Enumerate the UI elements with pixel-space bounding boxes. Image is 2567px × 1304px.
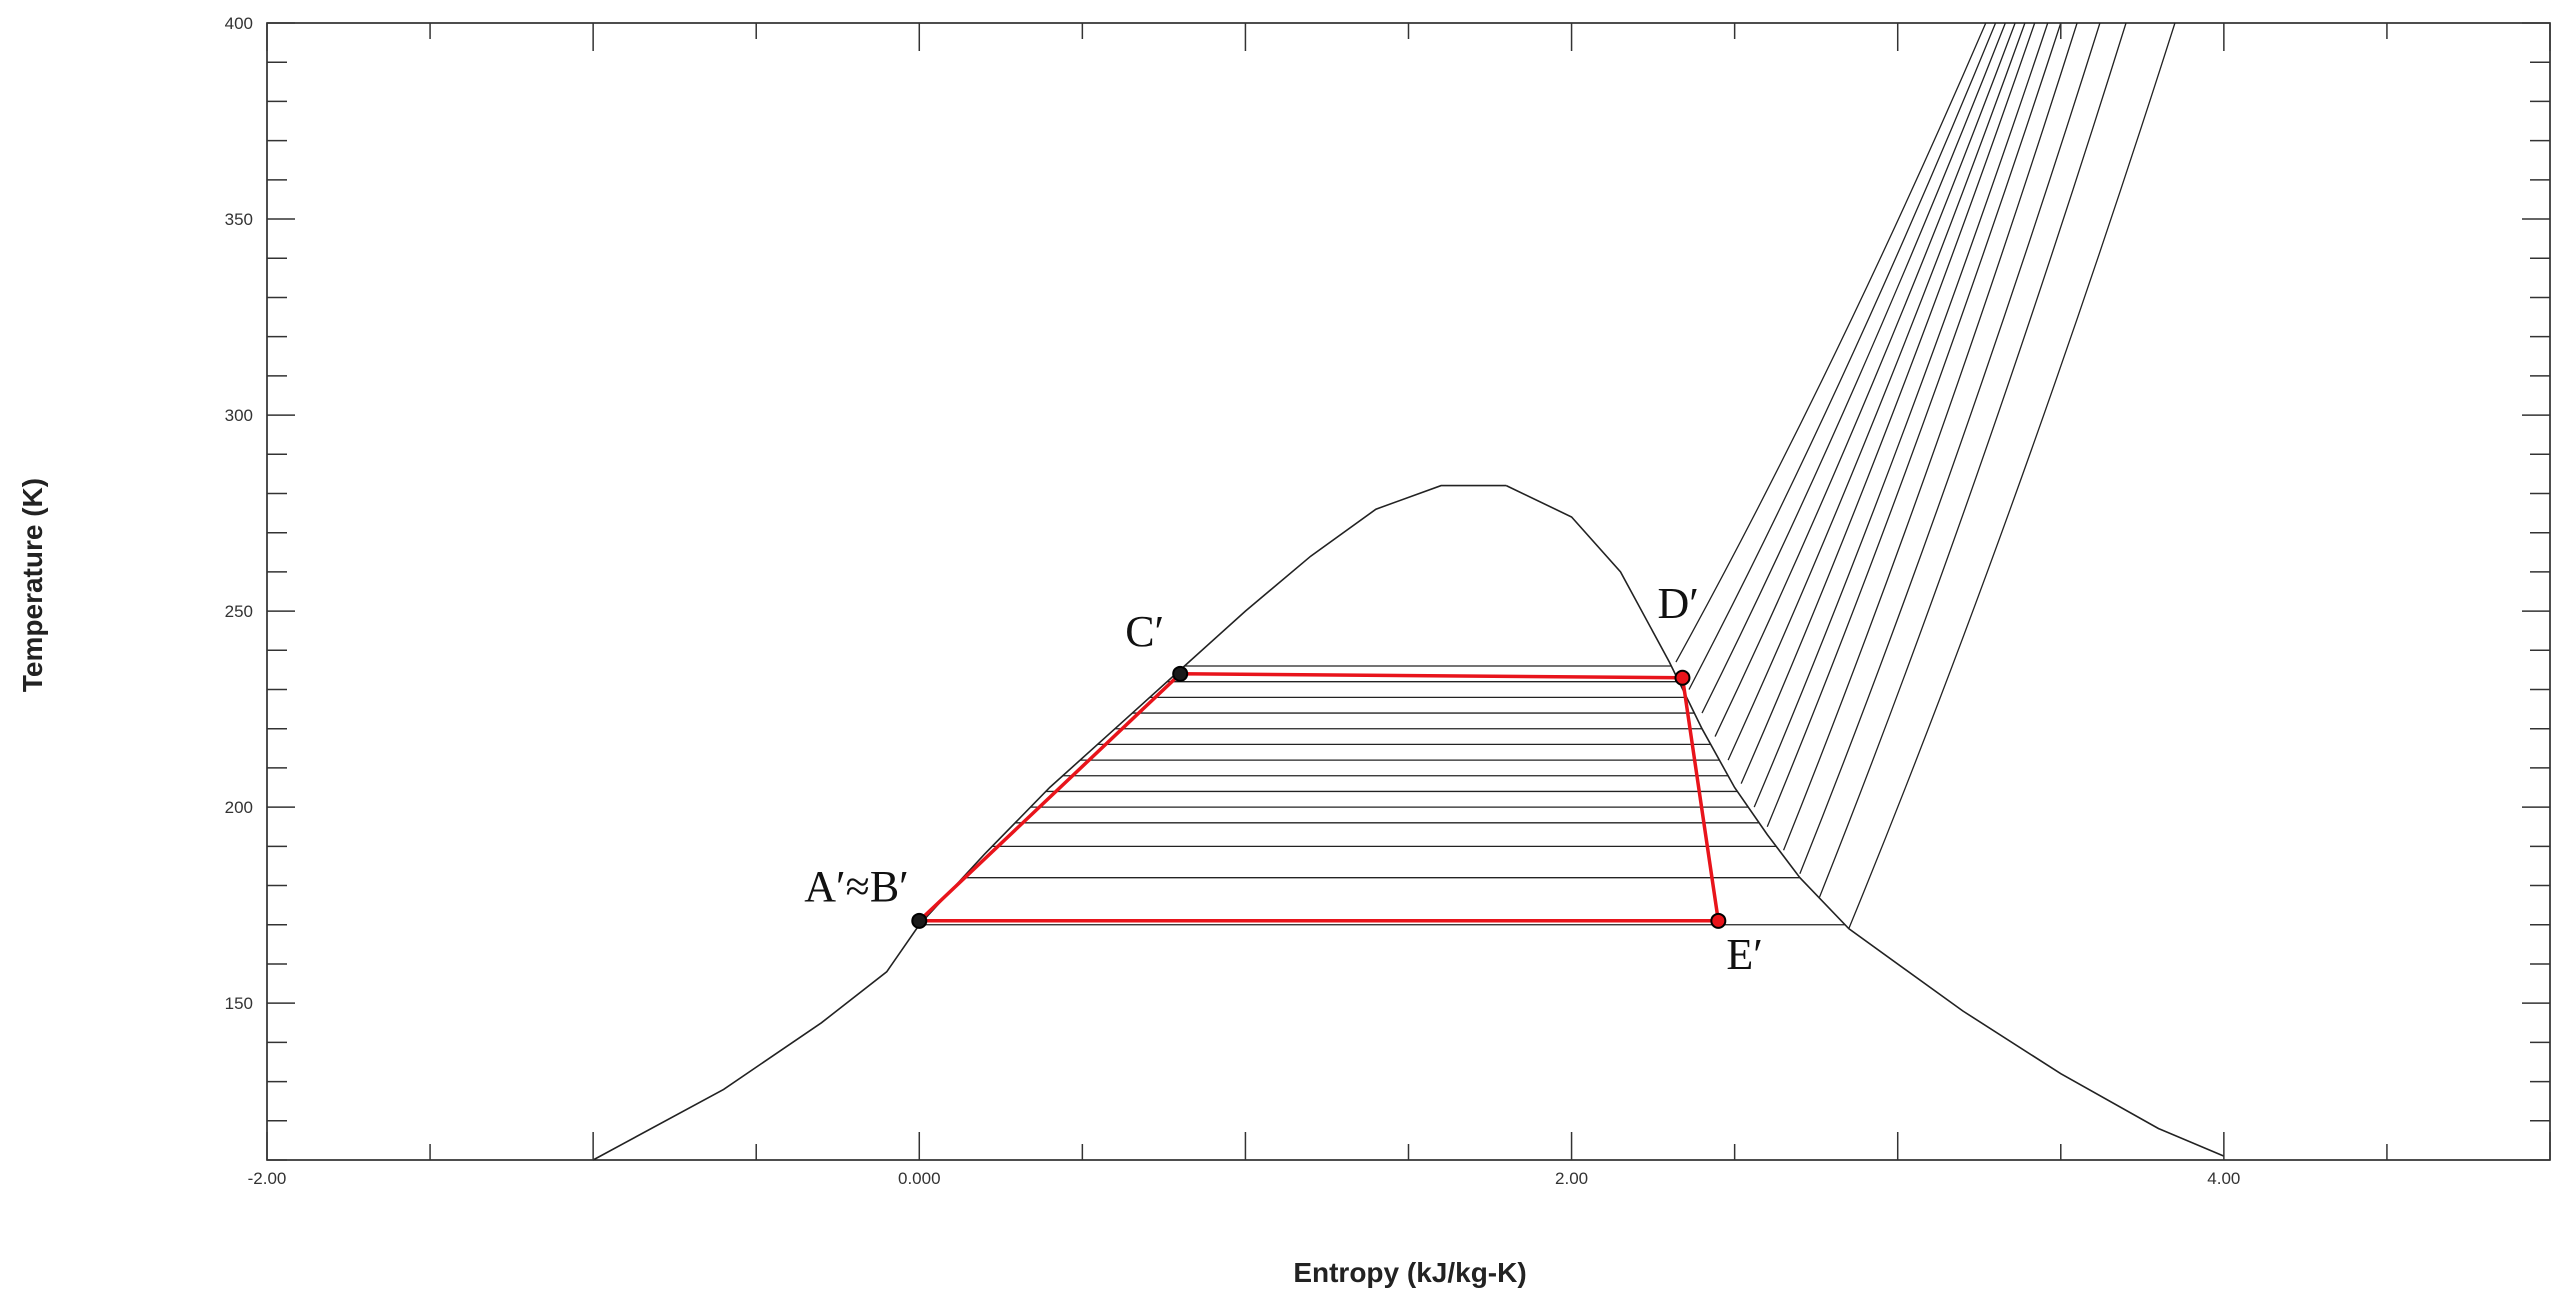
superheated-isobar bbox=[1799, 22, 2101, 875]
y-tick-label: 350 bbox=[225, 210, 253, 229]
x-tick-label: 0.000 bbox=[898, 1169, 941, 1188]
plot-border bbox=[266, 22, 2551, 1161]
superheated-isobars bbox=[1675, 22, 2176, 929]
y-tick-label: 250 bbox=[225, 602, 253, 621]
x-tick-label: -2.00 bbox=[248, 1169, 287, 1188]
y-tick-label: 300 bbox=[225, 406, 253, 425]
saturated-liquid-line bbox=[592, 484, 1507, 1161]
axis-ticks: -2.00 0.000 2.00 4.00 150 200 250 300 350 400 bbox=[225, 14, 2551, 1188]
superheated-isobar bbox=[1701, 22, 2006, 714]
superheated-isobar bbox=[1727, 22, 2026, 761]
superheated-isobar bbox=[1675, 22, 1987, 663]
saturated-vapor-line bbox=[1505, 484, 2225, 1157]
cycle-point bbox=[1172, 665, 1189, 682]
isotherms bbox=[919, 665, 1846, 926]
saturation-dome bbox=[592, 484, 2225, 1161]
y-axis-label: Temperature (K) bbox=[17, 478, 48, 692]
plot-frame bbox=[266, 22, 2551, 1161]
refrigeration-cycle: A′≈B′ C′ D′ E′ bbox=[804, 579, 1763, 979]
cycle-point-label: C′ bbox=[1125, 607, 1164, 656]
cycle-point-label: E′ bbox=[1726, 930, 1763, 979]
x-axis-label: Entropy (kJ/kg-K) bbox=[1293, 1257, 1526, 1288]
x-tick-label: 4.00 bbox=[2207, 1169, 2240, 1188]
cycle-point bbox=[911, 912, 928, 929]
superheated-isobar bbox=[1818, 22, 2127, 898]
cycle-point bbox=[1674, 669, 1691, 686]
superheated-isobar bbox=[1688, 22, 1997, 690]
superheated-isobar bbox=[1714, 22, 2016, 737]
cycle-point-label: D′ bbox=[1657, 579, 1698, 628]
superheated-isobar bbox=[1753, 22, 2049, 808]
superheated-isobar bbox=[1782, 22, 2078, 851]
superheated-isobar bbox=[1848, 22, 2176, 929]
x-tick-label: 2.00 bbox=[1555, 1169, 1588, 1188]
superheated-isobar bbox=[1740, 22, 2036, 784]
y-tick-label: 150 bbox=[225, 994, 253, 1013]
cycle-point bbox=[1710, 912, 1727, 929]
cycle-point-label: A′≈B′ bbox=[804, 862, 909, 911]
superheated-isobar bbox=[1766, 22, 2062, 827]
y-tick-label: 200 bbox=[225, 798, 253, 817]
y-tick-label: 400 bbox=[225, 14, 253, 33]
